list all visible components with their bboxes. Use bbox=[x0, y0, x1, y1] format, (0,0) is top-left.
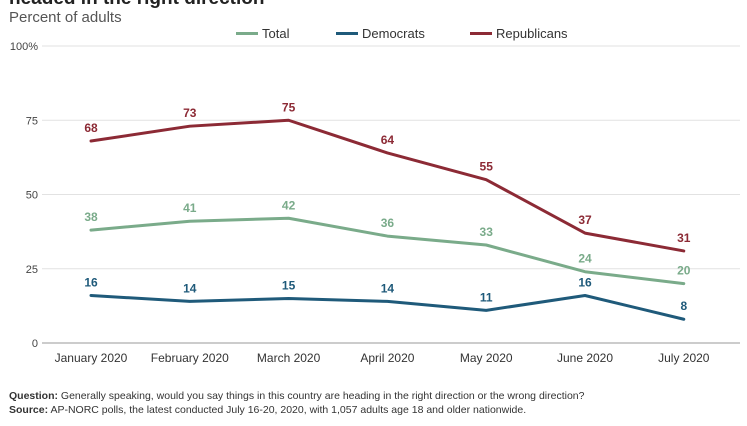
legend-label-democrats: Democrats bbox=[362, 26, 425, 41]
total-line bbox=[89, 216, 686, 286]
data-label: 16 bbox=[84, 275, 98, 289]
chart-legend: Total Democrats Republicans bbox=[0, 26, 747, 42]
legend-label-republicans: Republicans bbox=[496, 26, 568, 41]
data-label: 55 bbox=[480, 160, 494, 174]
chart-title: headed in the right direction bbox=[9, 0, 264, 10]
data-label: 11 bbox=[480, 290, 493, 304]
y-tick-label: 100% bbox=[10, 41, 38, 53]
question-label: Question: bbox=[9, 390, 58, 402]
legend-item-democrats: Democrats bbox=[336, 26, 425, 41]
x-tick-label: February 2020 bbox=[151, 351, 229, 365]
data-label: 75 bbox=[282, 100, 296, 114]
data-label: 31 bbox=[677, 231, 691, 245]
data-label: 41 bbox=[183, 201, 197, 215]
legend-item-republicans: Republicans bbox=[470, 26, 568, 41]
y-tick-label: 50 bbox=[26, 190, 38, 202]
x-tick-label: June 2020 bbox=[557, 351, 613, 365]
data-label: 24 bbox=[578, 252, 592, 266]
data-label: 14 bbox=[183, 281, 197, 295]
source-label: Source: bbox=[9, 404, 49, 416]
data-label: 68 bbox=[84, 121, 98, 135]
legend-item-total: Total bbox=[236, 26, 289, 41]
democrats-line bbox=[89, 293, 686, 321]
x-tick-label: April 2020 bbox=[360, 351, 414, 365]
question-text: Generally speaking, would you say things… bbox=[60, 390, 585, 402]
data-label: 33 bbox=[480, 225, 494, 239]
chart-subtitle: Percent of adults bbox=[9, 9, 122, 26]
y-tick-label: 0 bbox=[32, 338, 38, 350]
source-text: AP-NORC polls, the latest conducted July… bbox=[50, 404, 527, 416]
data-label: 37 bbox=[578, 213, 592, 227]
data-label: 15 bbox=[282, 278, 296, 292]
data-label: 16 bbox=[578, 275, 592, 289]
data-label: 20 bbox=[677, 264, 691, 278]
data-label: 14 bbox=[381, 281, 395, 295]
legend-label-total: Total bbox=[262, 26, 290, 41]
data-label: 64 bbox=[381, 133, 395, 147]
source-note: Source: AP-NORC polls, the latest conduc… bbox=[9, 403, 739, 417]
data-label: 38 bbox=[84, 210, 98, 224]
x-tick-label: July 2020 bbox=[658, 351, 710, 365]
legend-swatch-republicans bbox=[470, 32, 492, 35]
legend-swatch-democrats bbox=[336, 32, 358, 35]
question-note: Question: Generally speaking, would you … bbox=[9, 389, 739, 403]
data-label: 8 bbox=[680, 299, 687, 313]
chart-notes: Question: Generally speaking, would you … bbox=[9, 389, 739, 417]
y-tick-label: 25 bbox=[26, 264, 38, 276]
x-tick-label: January 2020 bbox=[55, 351, 128, 365]
x-tick-label: May 2020 bbox=[460, 351, 513, 365]
y-tick-label: 75 bbox=[26, 115, 38, 127]
data-label: 73 bbox=[183, 106, 197, 120]
data-label: 36 bbox=[381, 216, 395, 230]
legend-swatch-total bbox=[236, 32, 258, 35]
x-tick-label: March 2020 bbox=[257, 351, 321, 365]
data-label: 42 bbox=[282, 198, 296, 212]
republicans-line bbox=[89, 118, 686, 253]
